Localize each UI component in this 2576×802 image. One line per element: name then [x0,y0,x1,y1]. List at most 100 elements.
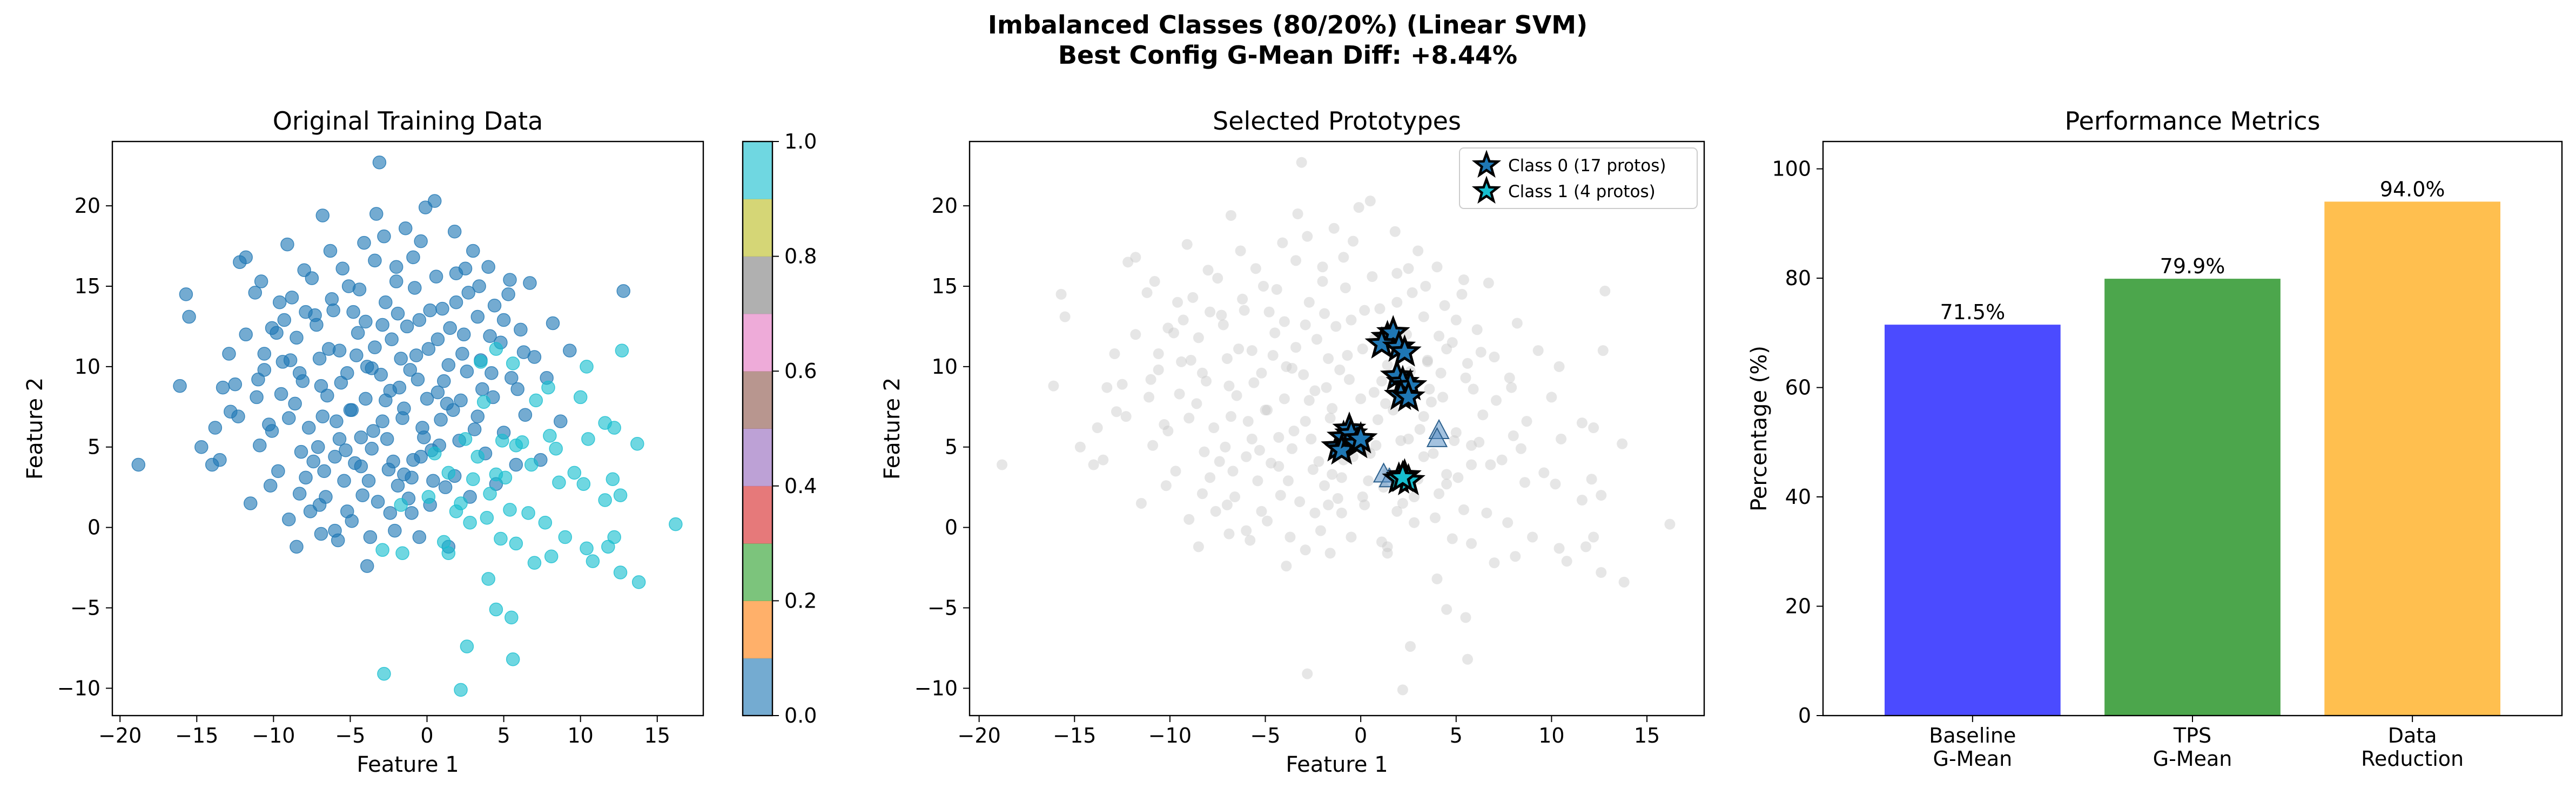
faded-training-point [1388,405,1399,416]
faded-training-point [1176,356,1187,367]
class-1-point [495,434,509,448]
metrics-ytick-label: 20 [1785,595,1811,618]
faded-training-point [1241,525,1252,536]
faded-training-point [1403,263,1414,274]
faded-training-point [1348,235,1359,247]
prototypes-ytick-label: 20 [932,194,958,218]
class-0-point [438,480,453,494]
colorbar: 0.0 0.2 0.4 0.6 0.8 1.0 [742,130,817,727]
class-0-point [441,358,456,372]
faded-training-point [1422,356,1433,367]
prototypes-xtick-label: 0 [1354,724,1367,747]
faded-training-point [1262,515,1273,527]
faded-training-point [1191,398,1202,409]
class-0-point [257,363,272,377]
faded-training-point [1130,252,1141,263]
bar-value-label-2: 94.0% [2380,177,2445,201]
class-0-point [467,422,482,436]
faded-training-point [1395,435,1407,446]
faded-training-point [1172,296,1183,308]
class-1-point [613,488,628,502]
faded-training-point [1489,557,1500,569]
class-0-point [440,396,454,411]
class-0-point [131,457,146,472]
class-0-point [320,388,334,403]
class-1-point [377,666,391,681]
faded-training-point [1382,541,1393,552]
faded-training-point [1437,392,1449,403]
class-0-point [421,342,436,356]
class-0-point [317,464,331,478]
faded-training-point [1489,351,1500,362]
class-1-point [454,683,468,697]
class-1-point [581,432,595,446]
class-0-point [374,368,388,382]
metrics-title: Performance Metrics [2064,106,2320,136]
faded-training-point [1580,541,1591,552]
faded-training-point [1117,379,1128,390]
class-0-point [311,440,325,454]
faded-training-point [1212,273,1223,284]
class-0-point [272,295,287,309]
class-0-point [312,352,327,366]
faded-training-point [1357,491,1368,503]
class-0-point [437,374,451,388]
class-0-point [222,347,236,361]
faded-training-point [1504,372,1515,383]
class-1-point [527,556,542,570]
class-1-point [460,639,474,653]
legend-box [1459,147,1698,209]
colorbar-tick-label: 0.0 [784,704,817,727]
class-0-point [292,366,307,380]
class-0-point [314,379,328,393]
faded-training-point [1460,372,1471,383]
class-1-point [483,487,497,501]
class-0-point [411,372,425,387]
class-0-point [466,244,480,258]
faded-training-point [1481,507,1492,518]
class-0-point [423,303,437,318]
prototypes-axes-frame [968,140,1705,717]
colorbar-segment [743,141,772,199]
class-0-point [431,332,445,346]
prototypes-ytick-label: 15 [932,274,958,298]
class-0-point [254,274,268,288]
faded-training-point [1174,388,1185,400]
faded-training-point [1527,531,1538,543]
class-0-point [208,421,223,435]
class-0-point [315,409,330,423]
faded-training-point [1429,512,1441,523]
faded-training-point [1588,422,1599,434]
class-1-point [538,515,553,530]
faded-training-point [1162,322,1174,334]
class-0-point [470,309,485,324]
faded-training-point [1273,461,1284,472]
original-data-ytick-label: −5 [70,596,100,620]
class-1-point [458,432,473,446]
faded-training-point [1389,226,1401,237]
faded-training-point [1510,551,1521,562]
colorbar-segment [743,256,772,314]
faded-training-point [1159,419,1170,430]
faded-training-point [1303,395,1315,406]
class-0-point [369,207,384,221]
class-0-point [359,314,373,329]
faded-training-point [1227,466,1239,477]
faded-training-point [1466,459,1477,470]
faded-training-point [1256,367,1267,379]
class-1-point [515,435,529,449]
class-0-point [285,291,299,305]
class-0-point [435,301,449,316]
faded-training-point [1260,405,1271,416]
class-0-point [321,342,336,356]
faded-training-point [1233,343,1245,355]
class-0-point [351,326,365,340]
legend-entry-class-0: Class 0 (17 protos) [1508,156,1666,176]
class-0-point [398,221,413,235]
faded-training-point [1059,311,1071,322]
class-1-point [506,652,520,666]
faded-training-point [1262,405,1273,416]
faded-training-point [1263,306,1275,318]
faded-training-point [1294,496,1306,507]
class-0-point [454,393,468,408]
